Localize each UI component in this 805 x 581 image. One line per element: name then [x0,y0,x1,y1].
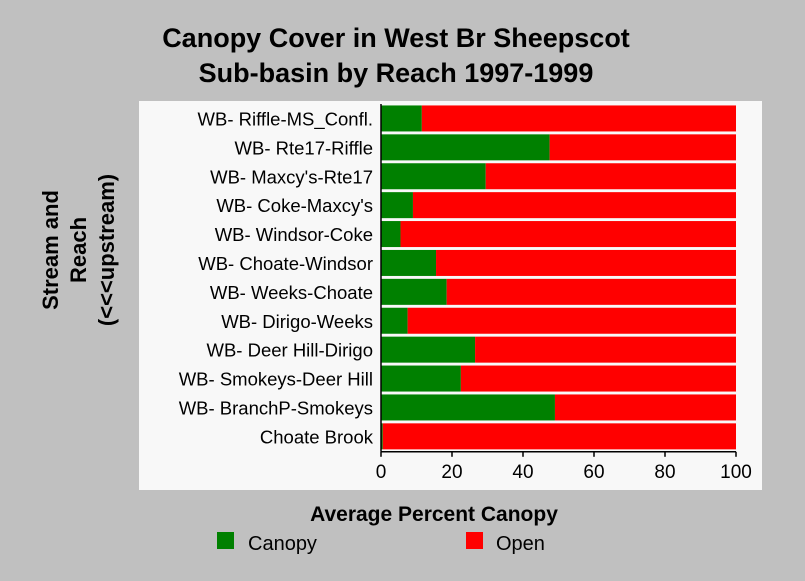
bar-open-10 [554,394,736,421]
legend-label-canopy: Canopy [248,533,317,555]
category-label-5: WB- Choate-Windsor [198,253,373,274]
bar-open-5 [436,249,736,276]
legend-label-open: Open [496,533,545,555]
x-tick-label-3: 60 [583,462,604,483]
category-labels: WB- Riffle-MS_Confl. WB- Rte17-Riffle WB- … [179,108,374,447]
bar-open-7 [407,307,736,334]
x-tick-label-2: 40 [512,462,533,483]
x-tick-label-4: 80 [654,462,675,483]
bar-canopy-8 [381,336,476,363]
y-axis-title-line-2: Reach [66,217,91,283]
y-axis-title-line-3: (<<<upstream) [94,174,119,326]
legend: Canopy Open [217,532,545,555]
category-label-8: WB- Deer Hill-Dirigo [206,340,373,361]
category-label-1: WB- Rte17-Riffle [235,137,373,158]
bar-open-9 [460,365,736,392]
bar-open-11 [382,423,736,450]
bar-open-1 [549,134,736,161]
category-label-9: WB- Smokeys-Deer Hill [179,369,373,390]
bar-open-6 [446,278,736,305]
bar-canopy-7 [381,307,408,334]
chart-title-line-1: Canopy Cover in West Br Sheepscot [162,23,630,53]
category-label-4: WB- Windsor-Coke [215,224,373,245]
bar-canopy-4 [381,221,401,248]
bar-open-3 [412,192,736,219]
chart-title-line-2: Sub-basin by Reach 1997-1999 [199,58,594,88]
bar-open-4 [400,221,736,248]
bar-canopy-0 [381,105,422,132]
category-label-3: WB- Coke-Maxcy's [216,195,373,216]
bar-canopy-9 [381,365,461,392]
bar-canopy-3 [381,192,413,219]
x-tick-label-1: 20 [441,462,462,483]
category-label-11: Choate Brook [260,426,374,447]
x-tick-label-5: 100 [720,462,752,483]
bar-canopy-6 [381,278,447,305]
bar-canopy-5 [381,249,437,276]
category-label-7: WB- Dirigo-Weeks [221,311,373,332]
category-label-2: WB- Maxcy's-Rte17 [210,166,373,187]
bar-canopy-1 [381,134,550,161]
x-tick-label-0: 0 [376,462,387,483]
y-axis-title-line-1: Stream and [38,190,63,310]
bar-open-2 [485,163,736,190]
bar-open-0 [421,105,736,132]
legend-swatch-canopy [217,532,234,549]
y-axis-title: Stream and Reach (<<<upstream) [38,174,119,326]
category-label-6: WB- Weeks-Choate [210,282,373,303]
legend-swatch-open [466,532,483,549]
bar-canopy-2 [381,163,486,190]
bars-layer [381,105,736,450]
bar-open-8 [475,336,736,363]
category-label-10: WB- BranchP-Smokeys [179,397,373,418]
category-label-0: WB- Riffle-MS_Confl. [198,108,373,130]
bar-canopy-11 [381,423,383,450]
x-axis: 0 20 40 60 80 100 [376,104,752,483]
bar-canopy-10 [381,394,555,421]
x-axis-title: Average Percent Canopy [310,503,558,526]
